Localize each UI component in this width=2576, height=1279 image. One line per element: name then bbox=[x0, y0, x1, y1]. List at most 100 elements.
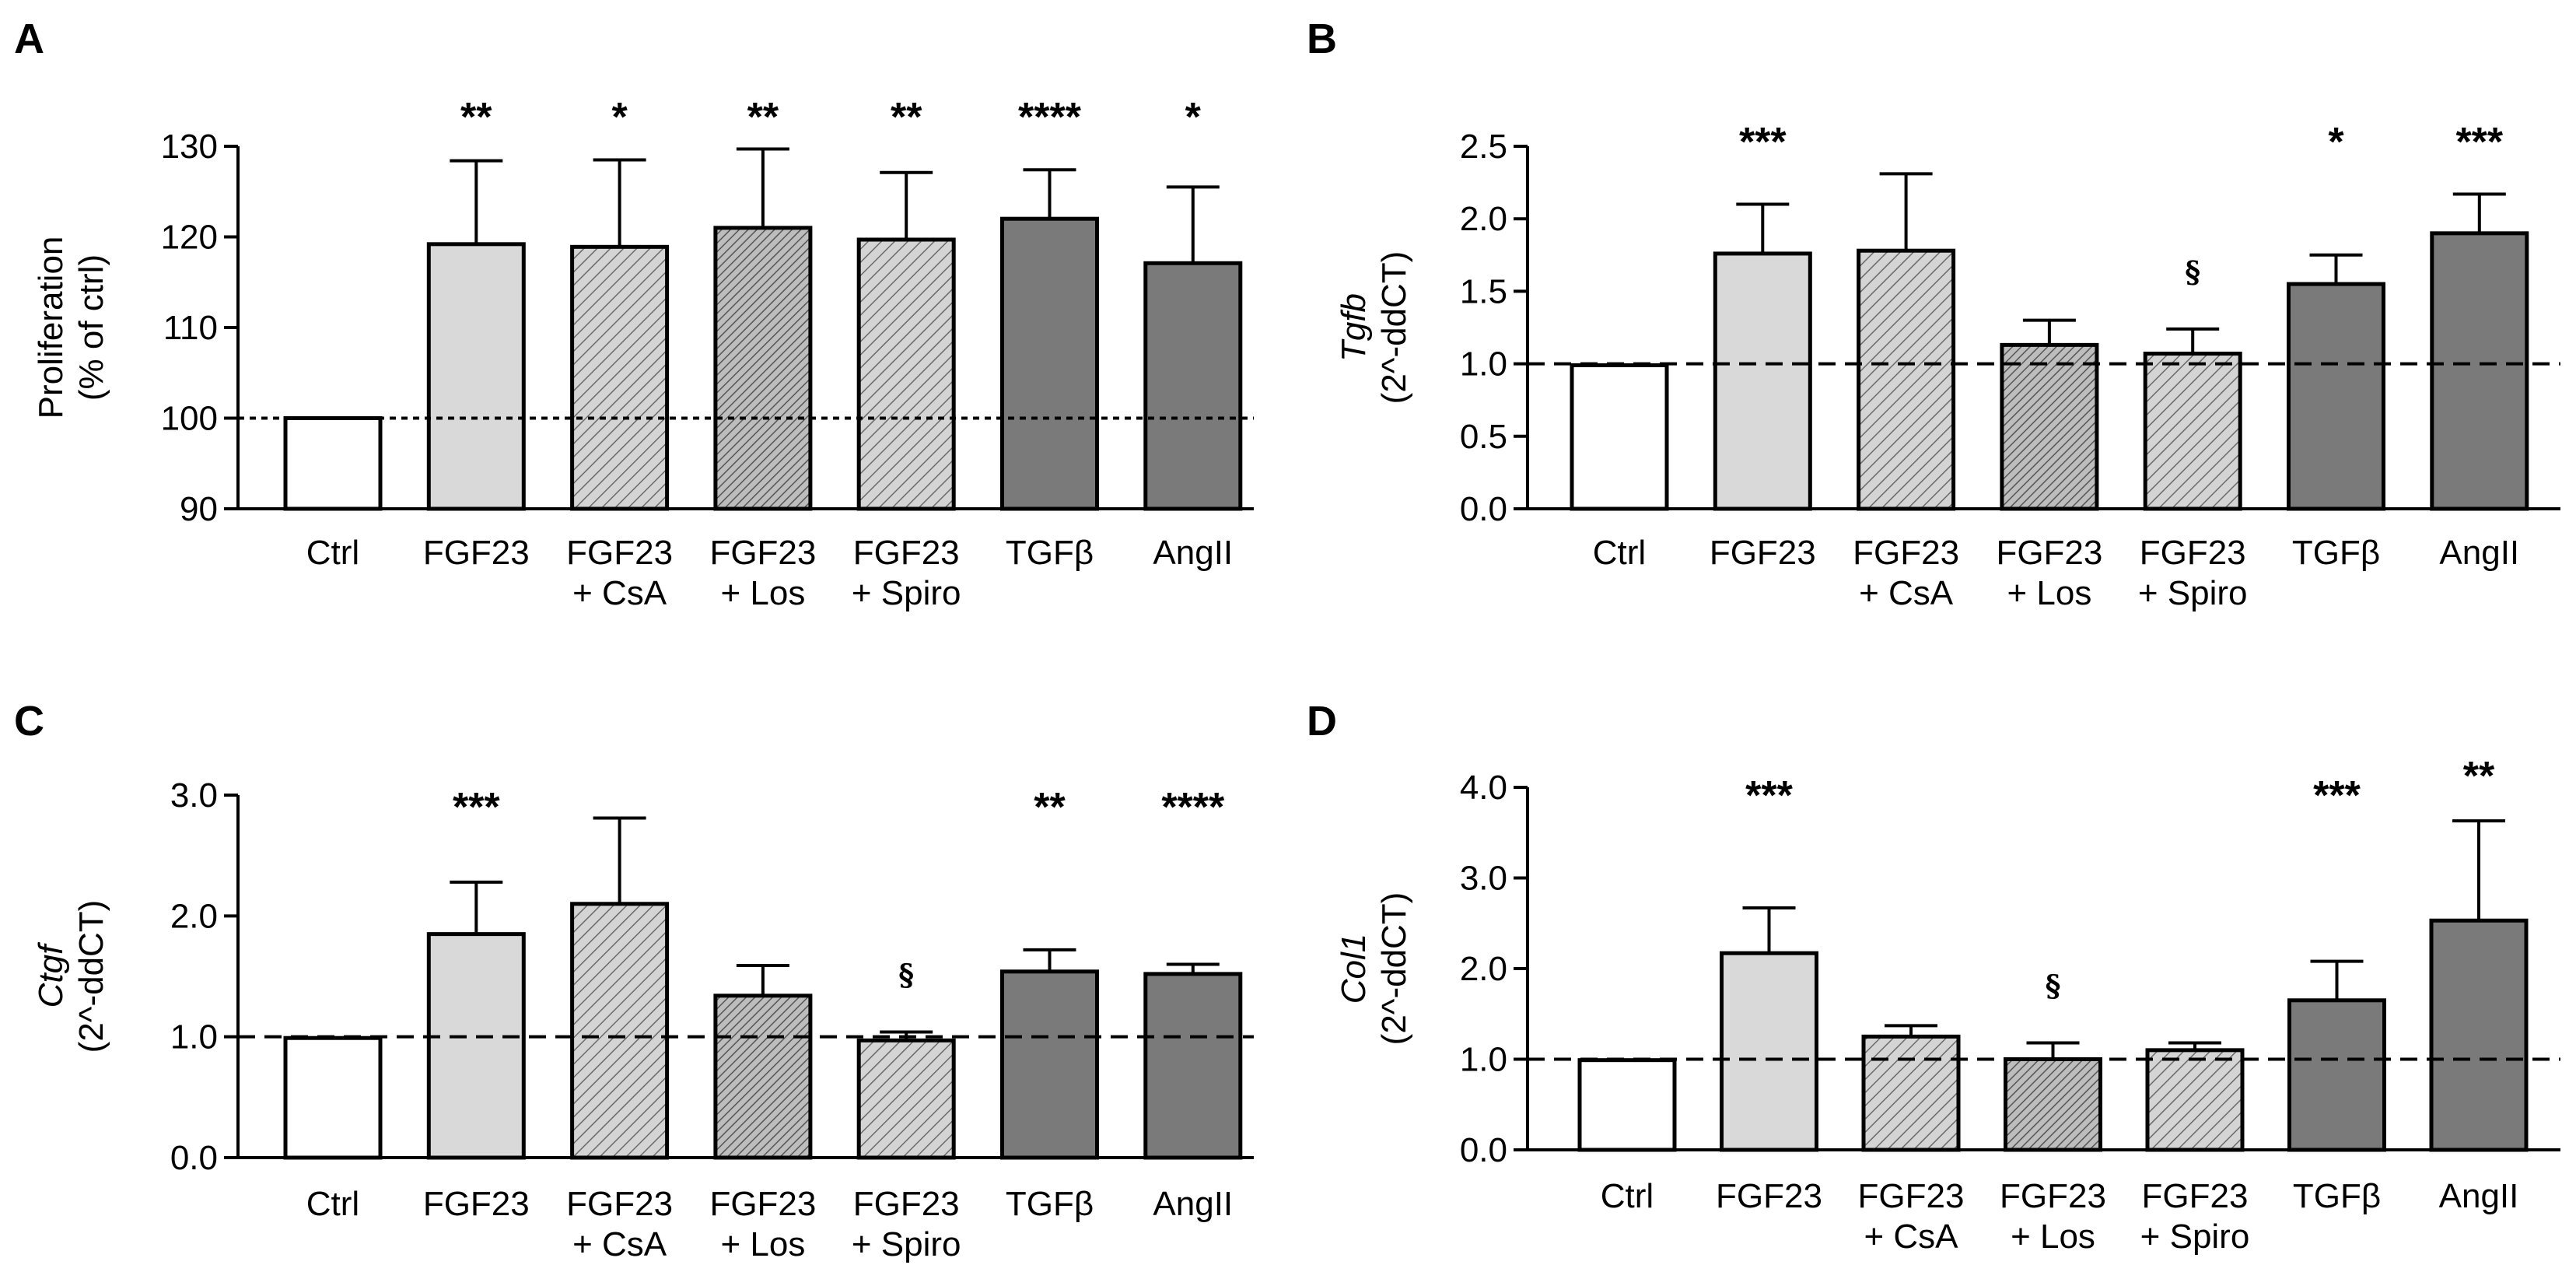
y-axis-label: Proliferation bbox=[32, 237, 70, 419]
y-tick-label: 0.0 bbox=[1460, 1131, 1507, 1169]
x-tick-label: AngII bbox=[1153, 534, 1233, 572]
y-tick-label: 1.5 bbox=[1460, 272, 1507, 310]
x-tick-label: FGF23 bbox=[853, 1185, 960, 1223]
x-tick-label: AngII bbox=[1153, 1185, 1233, 1223]
bar bbox=[1861, 1034, 1961, 1152]
bar bbox=[1720, 951, 1818, 1152]
y-tick-label: 0.5 bbox=[1460, 418, 1507, 456]
panel-letter: B bbox=[1307, 16, 1337, 62]
x-tick-label: + CsA bbox=[1864, 1218, 1958, 1256]
bar bbox=[283, 416, 383, 511]
bar bbox=[283, 1035, 383, 1160]
bar bbox=[2143, 352, 2242, 511]
significance-marker: **** bbox=[1161, 785, 1225, 830]
x-tick-label: AngII bbox=[2439, 534, 2519, 572]
significance-marker: ** bbox=[2463, 754, 2495, 799]
bar bbox=[1143, 261, 1243, 511]
x-tick-label: + CsA bbox=[1859, 574, 1954, 612]
y-axis-label: Ctgf bbox=[32, 941, 70, 1007]
bar bbox=[1143, 972, 1243, 1160]
significance-marker: *** bbox=[2313, 773, 2361, 818]
bar bbox=[2145, 1048, 2245, 1152]
y-tick-label: 1.0 bbox=[1460, 345, 1507, 384]
bars bbox=[1570, 172, 2529, 511]
bar bbox=[426, 242, 526, 511]
x-tick-label: Ctrl bbox=[1593, 534, 1646, 572]
bar bbox=[2429, 918, 2529, 1152]
y-tick-label: 120 bbox=[161, 219, 218, 257]
bar bbox=[1713, 251, 1812, 511]
significance-marker: § bbox=[2185, 254, 2200, 289]
y-tick-label: 2.0 bbox=[170, 897, 218, 935]
x-tick-label: + Spiro bbox=[852, 574, 961, 612]
panel-b: B Tgfb (2^-ddCT) 0.0 0.5 1.0 1.5 2.0 2.5 Ctrl FGF2… bbox=[1307, 16, 2560, 612]
x-tick-label: AngII bbox=[2439, 1177, 2519, 1215]
bar bbox=[856, 237, 956, 511]
y-tick-label: 0.0 bbox=[170, 1139, 218, 1177]
significance-marker: § bbox=[2046, 969, 2061, 1004]
x-tick-label: FGF23 bbox=[709, 1185, 816, 1223]
significance-marker: **** bbox=[1018, 95, 1082, 140]
x-tick-label: FGF23 bbox=[1858, 1177, 1965, 1215]
y-axis-label: Tgfb bbox=[1335, 293, 1373, 362]
panel-d: D Col1 (2^-ddCT) 0.0 1.0 2.0 3.0 4.0 Ctrl FGF23 **… bbox=[1307, 698, 2560, 1256]
bar bbox=[2000, 342, 2099, 511]
bar bbox=[2287, 998, 2386, 1152]
y-tick-label: 90 bbox=[180, 490, 218, 528]
panel-a: A Proliferation (% of ctrl) 90 100 110 120 130 C… bbox=[14, 16, 1254, 612]
bar bbox=[1000, 216, 1099, 511]
significance-marker: * bbox=[1185, 95, 1202, 140]
x-tick-label: Ctrl bbox=[306, 534, 359, 572]
y-axis-label-units: (2^-ddCT) bbox=[1375, 892, 1413, 1046]
y-tick-label: 3.0 bbox=[1460, 860, 1507, 898]
x-tick-label: + CsA bbox=[572, 1225, 667, 1263]
bar bbox=[570, 244, 670, 511]
significance-marker: * bbox=[2328, 120, 2344, 165]
x-tick-label: FGF23 bbox=[853, 534, 960, 572]
significance-marker: § bbox=[898, 957, 914, 992]
x-tick-label: Ctrl bbox=[1601, 1177, 1654, 1215]
bar bbox=[1857, 248, 1956, 511]
y-tick-label: 2.0 bbox=[1460, 200, 1507, 238]
x-tick-label: FGF23 bbox=[566, 1185, 673, 1223]
x-tick-label: TGFβ bbox=[2292, 534, 2380, 572]
x-tick-label: TGFβ bbox=[1006, 1185, 1094, 1223]
significance-marker: *** bbox=[1739, 120, 1787, 165]
y-tick-label: 110 bbox=[163, 309, 218, 347]
x-tick-label: FGF23 bbox=[1716, 1177, 1822, 1215]
bar bbox=[1000, 969, 1099, 1160]
bars bbox=[283, 816, 1243, 1160]
bar bbox=[570, 902, 670, 1160]
bars bbox=[1577, 819, 2529, 1152]
x-tick-label: FGF23 bbox=[566, 534, 673, 572]
panel-c: C Ctgf (2^-ddCT) 0.0 1.0 2.0 3.0 Ctrl FGF23 *** FG… bbox=[14, 698, 1254, 1263]
bar bbox=[1570, 363, 1669, 511]
x-tick-label: FGF23 bbox=[2000, 1177, 2106, 1215]
y-tick-label: 2.5 bbox=[1460, 128, 1507, 166]
x-tick-label: + Spiro bbox=[2140, 1218, 2250, 1256]
x-tick-label: FGF23 bbox=[423, 534, 530, 572]
significance-marker: ** bbox=[747, 95, 779, 140]
bar bbox=[713, 226, 813, 511]
bar bbox=[426, 932, 526, 1160]
y-tick-label: 1.0 bbox=[1460, 1041, 1507, 1079]
significance-marker: ** bbox=[1034, 785, 1066, 830]
x-tick-label: + Los bbox=[720, 574, 805, 612]
bar bbox=[2430, 231, 2529, 511]
x-tick-label: TGFβ bbox=[2293, 1177, 2381, 1215]
bar bbox=[1577, 1058, 1677, 1152]
y-tick-label: 1.0 bbox=[170, 1018, 218, 1056]
significance-marker: ** bbox=[891, 95, 922, 140]
y-axis-label-units: (% of ctrl) bbox=[72, 254, 110, 401]
panel-letter: C bbox=[14, 698, 44, 745]
significance-marker: *** bbox=[1745, 773, 1793, 818]
y-tick-label: 4.0 bbox=[1460, 769, 1507, 807]
significance-marker: ** bbox=[460, 95, 492, 140]
x-tick-label: FGF23 bbox=[2140, 534, 2246, 572]
bars bbox=[283, 147, 1243, 511]
x-tick-label: FGF23 bbox=[709, 534, 816, 572]
y-tick-label: 100 bbox=[161, 400, 218, 438]
y-tick-label: 130 bbox=[161, 128, 218, 166]
y-tick-label: 2.0 bbox=[1460, 950, 1507, 988]
